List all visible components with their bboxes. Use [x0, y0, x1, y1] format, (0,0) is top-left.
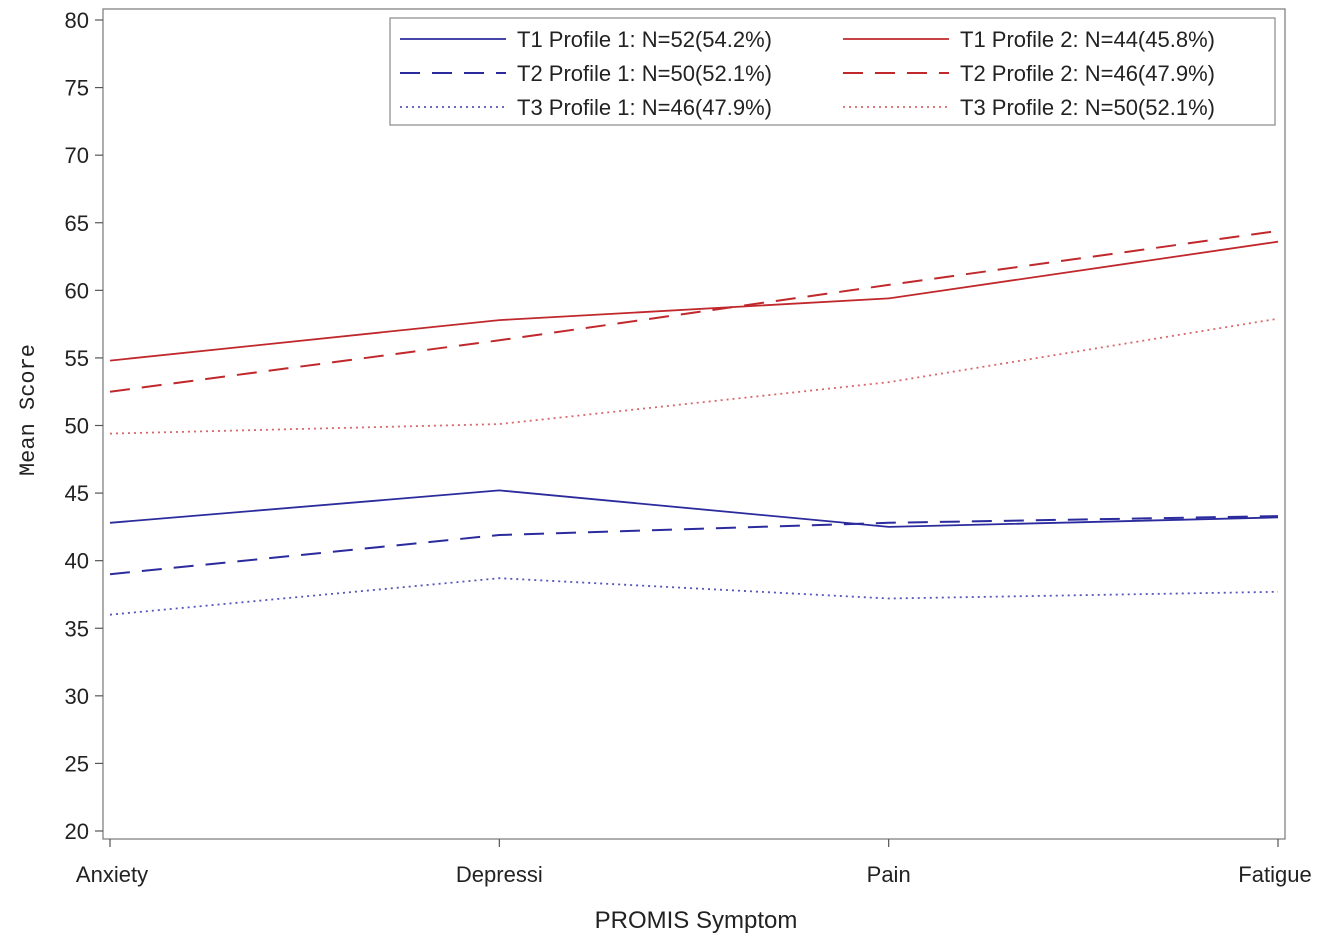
- x-tick-label: Anxiety: [76, 862, 148, 887]
- legend-label-6: T3 Profile 2: N=50(52.1%): [960, 95, 1215, 120]
- y-axis-title: Mean Score: [16, 344, 41, 476]
- plot-frame: [102, 8, 1286, 840]
- series-lines: [109, 229, 1279, 616]
- series-line-1: [109, 489, 1279, 528]
- legend-box: [389, 17, 1276, 126]
- series-line-3: [109, 515, 1279, 576]
- series-line-6: [109, 317, 1279, 435]
- legend-label-4: T2 Profile 2: N=46(47.9%): [960, 61, 1215, 86]
- y-tick-label: 75: [65, 76, 89, 101]
- y-tick-label: 20: [65, 819, 89, 844]
- plot-area: [102, 8, 1286, 840]
- series-line-5: [109, 577, 1279, 616]
- y-tick-label: 70: [65, 143, 89, 168]
- x-tick-label: Fatigue: [1238, 862, 1311, 887]
- y-tick-label: 65: [65, 211, 89, 236]
- y-tick-label: 50: [65, 414, 89, 439]
- legend-label-5: T3 Profile 1: N=46(47.9%): [517, 95, 772, 120]
- y-axis: 20 25 30 35 40 45 50 55 60 65 70 75 80: [65, 8, 103, 844]
- y-tick-label: 60: [65, 278, 89, 303]
- y-tick-label: 35: [65, 616, 89, 641]
- series-line-4: [109, 229, 1279, 393]
- legend-label-2: T1 Profile 2: N=44(45.8%): [960, 27, 1215, 52]
- legend-label-3: T2 Profile 1: N=50(52.1%): [517, 61, 772, 86]
- legend-label-1: T1 Profile 1: N=52(54.2%): [517, 27, 772, 52]
- x-axis: Anxiety Depressi Pain Fatigue: [76, 839, 1312, 887]
- y-tick-label: 30: [65, 684, 89, 709]
- y-tick-label: 55: [65, 346, 89, 371]
- legend: T1 Profile 1: N=52(54.2%) T1 Profile 2: N…: [389, 17, 1276, 126]
- series-line-2: [109, 240, 1279, 362]
- x-tick-label: Pain: [867, 862, 911, 887]
- x-tick-label: Depressi: [456, 862, 543, 887]
- y-tick-label: 80: [65, 8, 89, 33]
- y-tick-label: 45: [65, 481, 89, 506]
- y-tick-label: 25: [65, 751, 89, 776]
- x-axis-title: PROMIS Symptom: [595, 907, 798, 934]
- y-tick-label: 40: [65, 549, 89, 574]
